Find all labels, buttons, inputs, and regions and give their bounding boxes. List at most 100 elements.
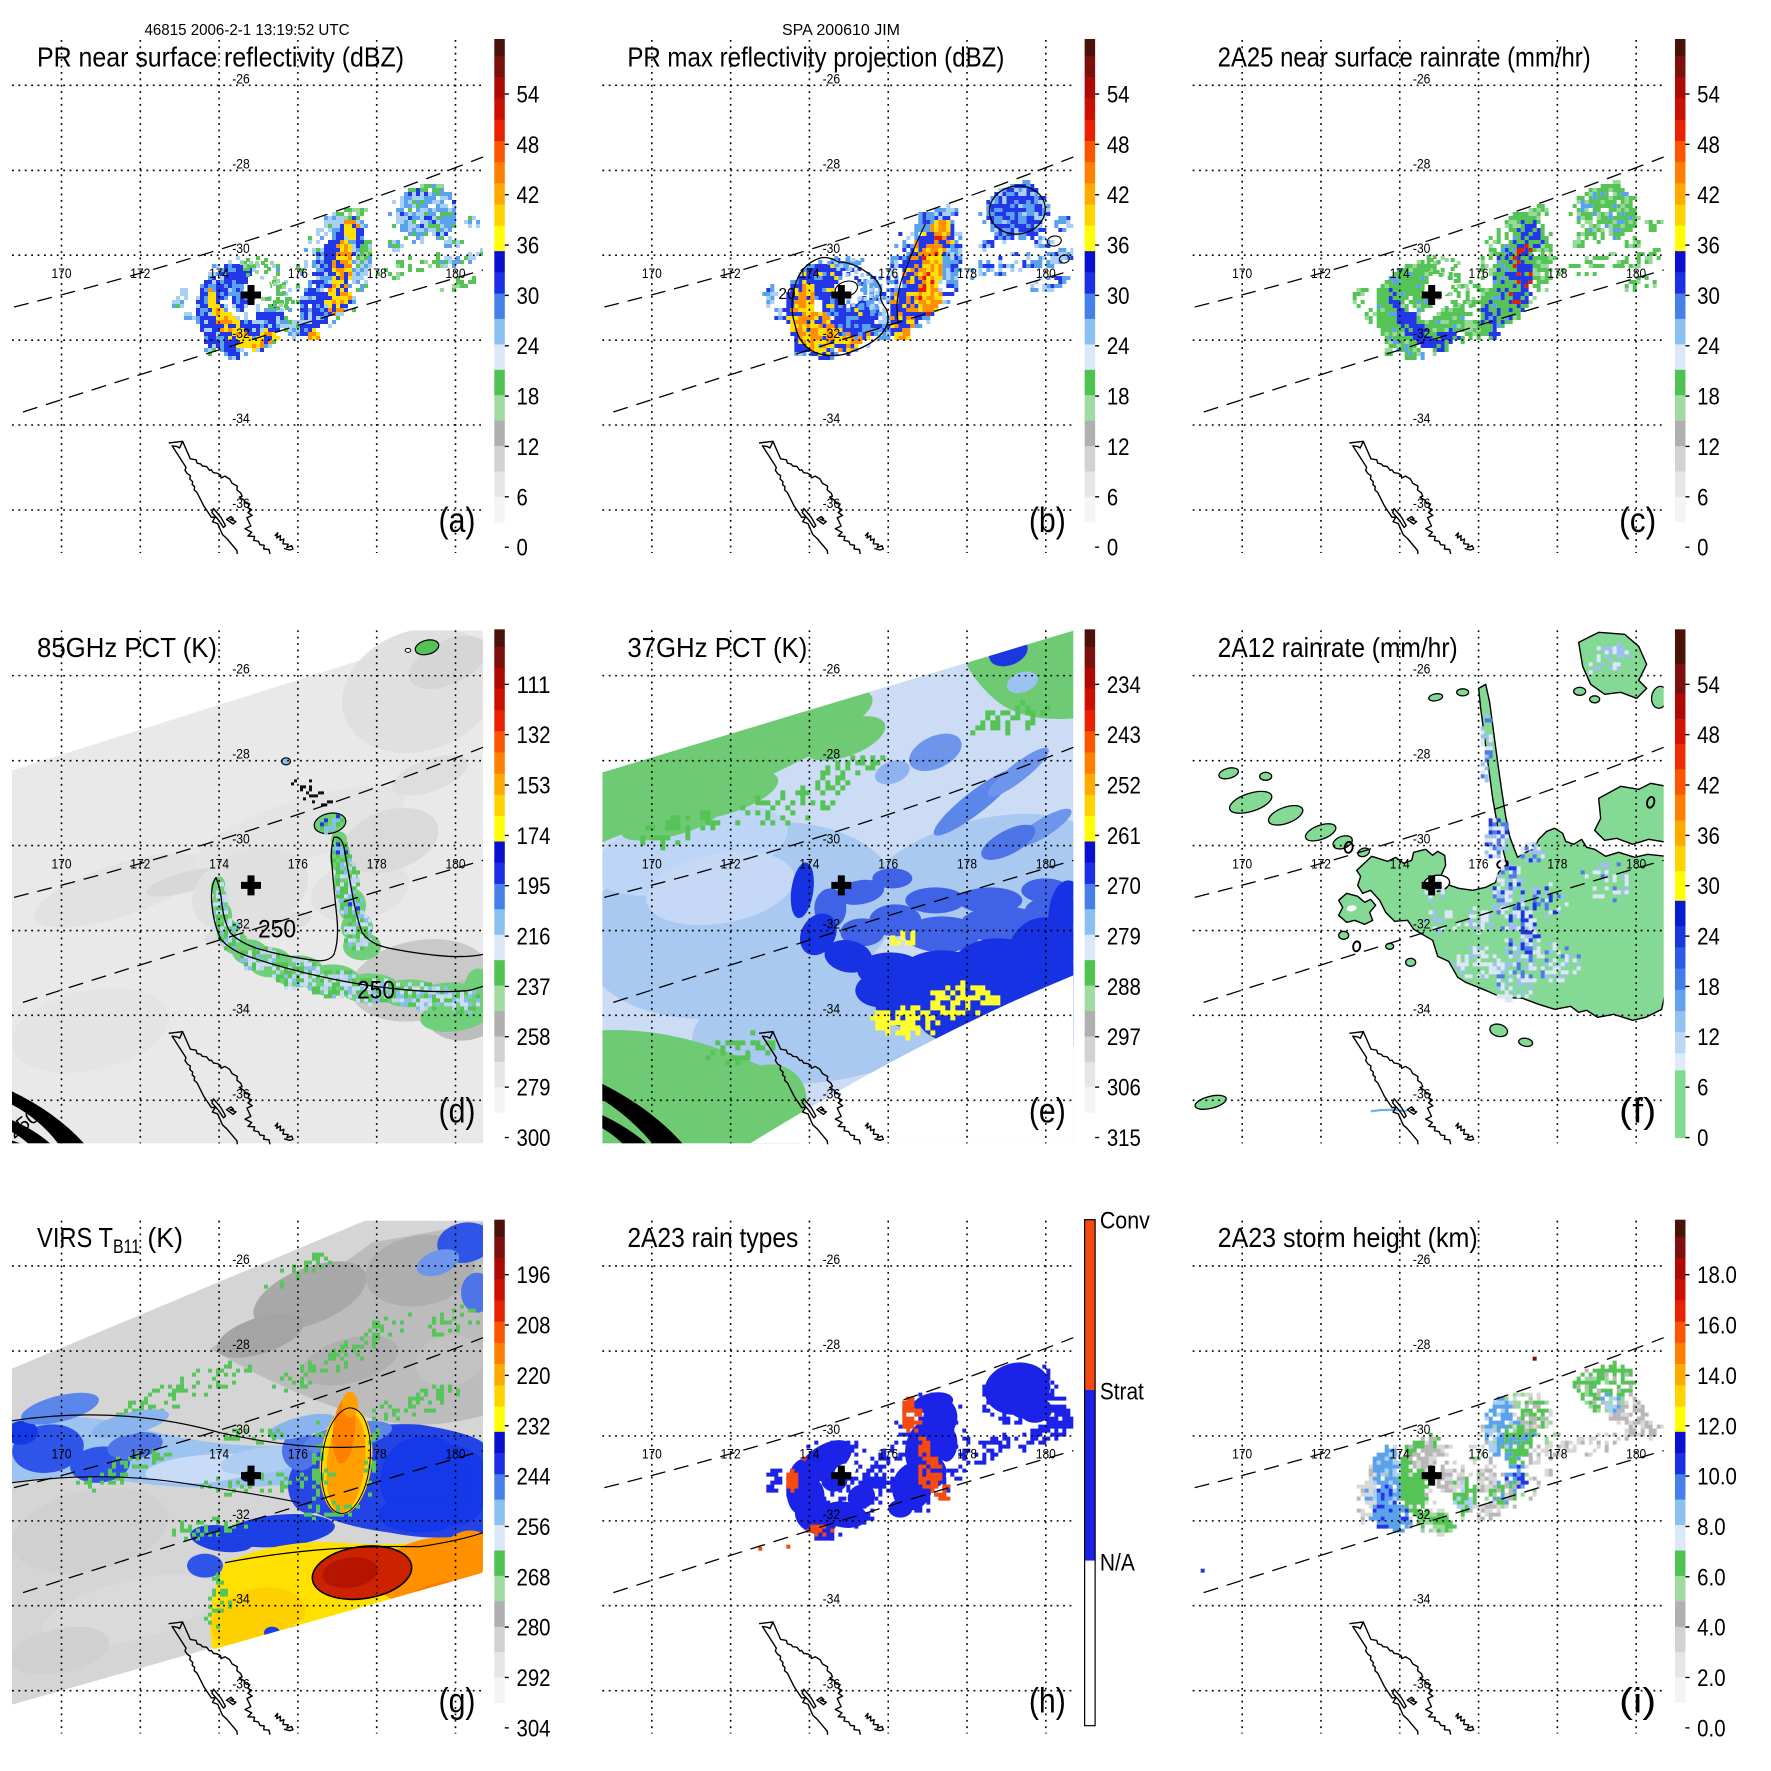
svg-text:-36: -36 bbox=[232, 1085, 250, 1101]
svg-text:54: 54 bbox=[1697, 672, 1720, 699]
svg-text:24: 24 bbox=[1697, 924, 1720, 951]
svg-text:48: 48 bbox=[1697, 722, 1720, 749]
svg-text:170: 170 bbox=[1232, 855, 1252, 871]
svg-text:54: 54 bbox=[1107, 82, 1130, 109]
svg-text:2A12 rainrate (mm/hr): 2A12 rainrate (mm/hr) bbox=[1218, 632, 1458, 663]
svg-text:0: 0 bbox=[517, 535, 528, 562]
svg-text:-32: -32 bbox=[823, 325, 841, 341]
svg-text:-26: -26 bbox=[232, 1251, 250, 1267]
svg-text:178: 178 bbox=[1547, 855, 1567, 871]
svg-text:-32: -32 bbox=[1413, 916, 1431, 932]
svg-text:18.0: 18.0 bbox=[1697, 1262, 1737, 1289]
svg-text:180: 180 bbox=[446, 265, 466, 281]
svg-text:(f): (f) bbox=[1619, 1091, 1656, 1130]
svg-text:178: 178 bbox=[367, 265, 387, 281]
svg-text:36: 36 bbox=[1697, 233, 1720, 260]
svg-text:170: 170 bbox=[52, 1446, 72, 1462]
svg-text:-34: -34 bbox=[232, 410, 250, 426]
svg-text:180: 180 bbox=[1036, 265, 1056, 281]
svg-text:176: 176 bbox=[878, 855, 898, 871]
svg-text:6.0: 6.0 bbox=[1697, 1564, 1725, 1591]
svg-text:-28: -28 bbox=[232, 155, 250, 171]
svg-text:-36: -36 bbox=[823, 1085, 841, 1101]
svg-text:-34: -34 bbox=[1413, 1591, 1431, 1607]
svg-text:48: 48 bbox=[1107, 132, 1130, 159]
svg-text:176: 176 bbox=[288, 1446, 308, 1462]
svg-text:-32: -32 bbox=[232, 916, 250, 932]
svg-text:178: 178 bbox=[957, 265, 977, 281]
svg-text:280: 280 bbox=[517, 1615, 551, 1642]
svg-text:-30: -30 bbox=[1413, 831, 1431, 847]
svg-text:-34: -34 bbox=[232, 1591, 250, 1607]
svg-text:6: 6 bbox=[517, 484, 528, 511]
svg-text:279: 279 bbox=[517, 1075, 551, 1102]
svg-text:(d): (d) bbox=[439, 1091, 476, 1130]
svg-text:12: 12 bbox=[1107, 434, 1130, 461]
svg-text:16.0: 16.0 bbox=[1697, 1312, 1737, 1339]
svg-text:0: 0 bbox=[1697, 1125, 1708, 1152]
svg-text:(e): (e) bbox=[1029, 1091, 1066, 1130]
svg-text:176: 176 bbox=[878, 265, 898, 281]
svg-text:170: 170 bbox=[1232, 1446, 1252, 1462]
svg-text:252: 252 bbox=[1107, 773, 1141, 800]
svg-text:-28: -28 bbox=[1413, 746, 1431, 762]
svg-text:180: 180 bbox=[446, 855, 466, 871]
svg-text:268: 268 bbox=[517, 1564, 551, 1591]
svg-text:-34: -34 bbox=[1413, 410, 1431, 426]
svg-text:-26: -26 bbox=[823, 661, 841, 677]
svg-text:170: 170 bbox=[642, 265, 662, 281]
svg-text:176: 176 bbox=[1469, 1446, 1489, 1462]
svg-text:315: 315 bbox=[1107, 1125, 1141, 1152]
svg-text:-30: -30 bbox=[823, 240, 841, 256]
svg-text:-34: -34 bbox=[823, 1000, 841, 1016]
svg-text:178: 178 bbox=[367, 855, 387, 871]
svg-text:-26: -26 bbox=[1413, 70, 1431, 86]
svg-text:30: 30 bbox=[1697, 873, 1720, 900]
svg-text:42: 42 bbox=[1697, 773, 1720, 800]
svg-text:0: 0 bbox=[1107, 535, 1118, 562]
svg-text:12.0: 12.0 bbox=[1697, 1413, 1737, 1440]
svg-text:-28: -28 bbox=[232, 746, 250, 762]
svg-text:Strat: Strat bbox=[1100, 1379, 1144, 1406]
svg-text:8.0: 8.0 bbox=[1697, 1514, 1725, 1541]
svg-text:42: 42 bbox=[1697, 182, 1720, 209]
svg-text:220: 220 bbox=[517, 1363, 551, 1390]
svg-text:170: 170 bbox=[642, 855, 662, 871]
svg-text:(a): (a) bbox=[439, 501, 476, 540]
svg-text:-36: -36 bbox=[1413, 1676, 1431, 1692]
svg-text:170: 170 bbox=[52, 265, 72, 281]
svg-text:-32: -32 bbox=[232, 1506, 250, 1522]
svg-text:306: 306 bbox=[1107, 1075, 1141, 1102]
svg-text:180: 180 bbox=[1626, 265, 1646, 281]
svg-text:10.0: 10.0 bbox=[1697, 1464, 1737, 1491]
svg-text:30: 30 bbox=[1107, 283, 1130, 310]
svg-text:36: 36 bbox=[1107, 233, 1130, 260]
svg-text:174: 174 bbox=[799, 1446, 819, 1462]
svg-text:174: 174 bbox=[799, 265, 819, 281]
svg-text:244: 244 bbox=[517, 1464, 551, 1491]
svg-text:6: 6 bbox=[1107, 484, 1118, 511]
svg-text:54: 54 bbox=[1697, 82, 1720, 109]
svg-text:258: 258 bbox=[517, 1024, 551, 1051]
svg-text:180: 180 bbox=[1626, 855, 1646, 871]
svg-text:18: 18 bbox=[1697, 974, 1720, 1001]
svg-text:250: 250 bbox=[258, 915, 296, 943]
svg-text:2.0: 2.0 bbox=[1697, 1665, 1725, 1692]
svg-text:176: 176 bbox=[1469, 265, 1489, 281]
svg-text:42: 42 bbox=[1107, 182, 1130, 209]
svg-text:48: 48 bbox=[1697, 132, 1720, 159]
svg-text:36: 36 bbox=[1697, 823, 1720, 850]
svg-text:42: 42 bbox=[517, 182, 540, 209]
svg-text:(g): (g) bbox=[439, 1682, 476, 1721]
svg-text:-34: -34 bbox=[1413, 1000, 1431, 1016]
svg-text:14.0: 14.0 bbox=[1697, 1363, 1737, 1390]
svg-text:-26: -26 bbox=[232, 70, 250, 86]
svg-text:-28: -28 bbox=[232, 1336, 250, 1352]
svg-text:-32: -32 bbox=[1413, 325, 1431, 341]
svg-text:(b): (b) bbox=[1029, 501, 1066, 540]
svg-text:-30: -30 bbox=[1413, 1421, 1431, 1437]
svg-text:-30: -30 bbox=[823, 831, 841, 847]
svg-text:256: 256 bbox=[517, 1514, 551, 1541]
svg-text:-28: -28 bbox=[823, 155, 841, 171]
svg-text:-32: -32 bbox=[232, 325, 250, 341]
